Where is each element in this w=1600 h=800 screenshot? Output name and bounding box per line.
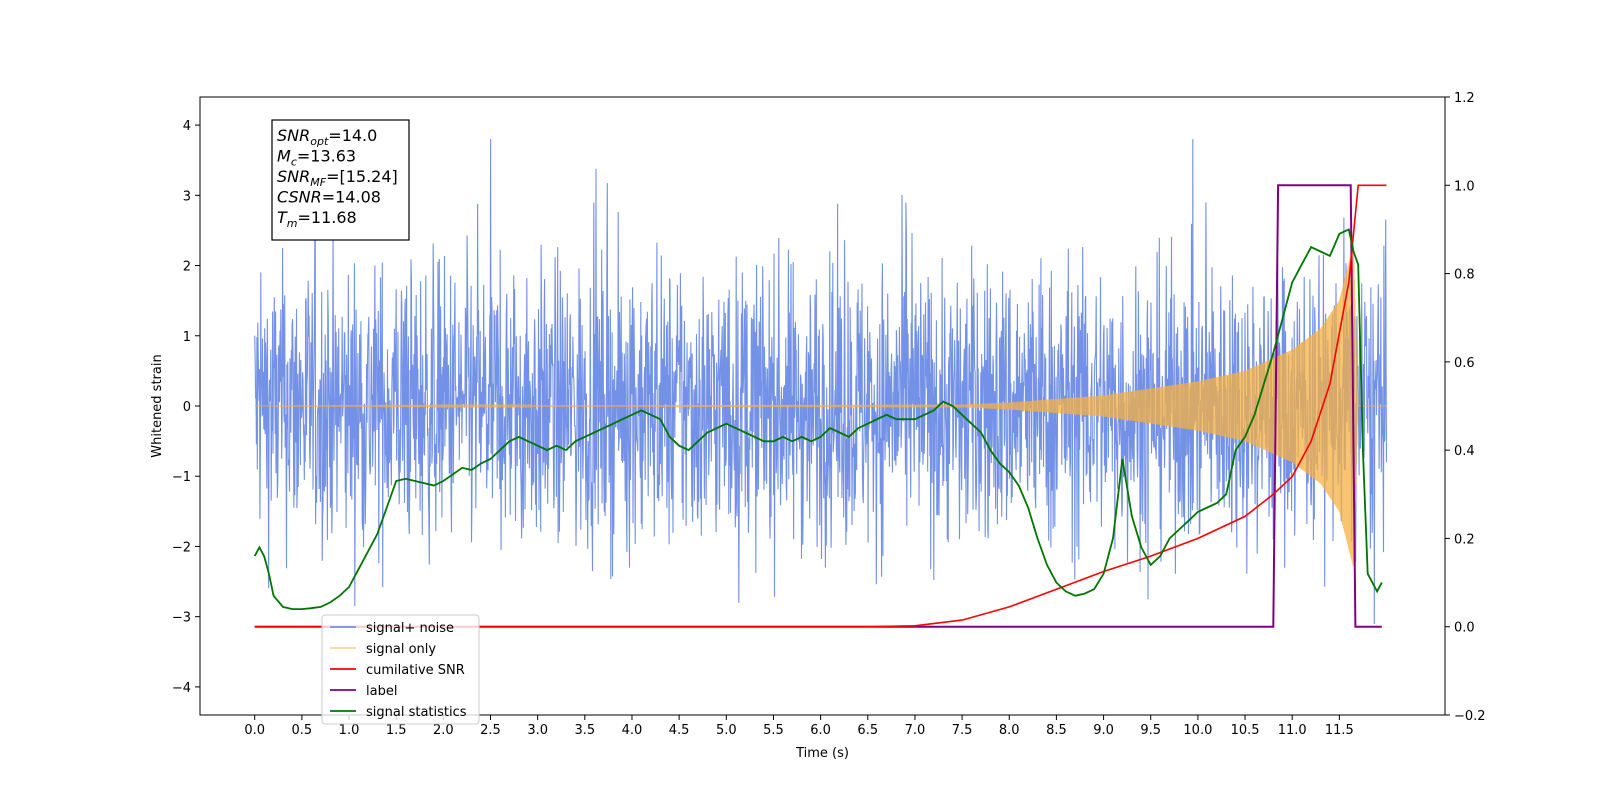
y-left-tick-label: 0 <box>183 400 191 415</box>
x-tick-label: 5.0 <box>716 723 737 738</box>
legend-label: signal only <box>366 642 436 657</box>
series-label <box>254 184 1382 628</box>
x-tick-label: 2.5 <box>480 723 501 738</box>
y-left-tick-label: −3 <box>172 611 191 626</box>
x-tick-label: 10.0 <box>1183 723 1212 738</box>
y-left-tick-label: −1 <box>172 470 191 485</box>
x-tick-label: 6.0 <box>810 723 831 738</box>
x-tick-label: 0.5 <box>292 723 313 738</box>
y-right-tick-label: 0.4 <box>1454 444 1475 459</box>
y-left-tick-label: −2 <box>172 540 191 555</box>
x-tick-label: 0.0 <box>244 723 265 738</box>
legend-label: label <box>366 684 397 699</box>
y-left-tick-label: 4 <box>183 119 191 134</box>
x-tick-label: 11.5 <box>1325 723 1354 738</box>
x-tick-label: 1.5 <box>386 723 407 738</box>
stats-annotation-box: SNRopt=14.0Mc=13.63SNRMF=[15.24]CSNR=14.… <box>271 119 410 241</box>
series-signal-statistics <box>253 228 1383 610</box>
axes-layer: 0.0 0.5 1.0 1.5 2.0 2.5 3.0 3.5 4.0 4.5 5.0 5.5 6.0 6… <box>172 91 1486 738</box>
y-right-tick-label: 0.2 <box>1454 532 1475 547</box>
legend: signal+ noise signal only cumilative SNR la… <box>321 614 480 725</box>
x-tick-label: 5.5 <box>763 723 784 738</box>
x-tick-label: 4.5 <box>669 723 690 738</box>
x-tick-label: 9.0 <box>1093 723 1114 738</box>
legend-frame <box>321 614 480 725</box>
x-tick-label: 8.5 <box>1046 723 1067 738</box>
x-axis-label: Time (s) <box>795 746 849 761</box>
y-axis-label: Whitened strain <box>150 354 165 457</box>
y-right-tick-label: 1.2 <box>1454 91 1475 106</box>
series-cumulative-snr <box>254 184 1387 628</box>
series-layer <box>253 139 1388 628</box>
y-right-tick-label: 0.0 <box>1454 621 1475 636</box>
legend-label: cumilative SNR <box>366 663 465 678</box>
x-tick-label: 3.5 <box>574 723 595 738</box>
x-tick-label: 4.0 <box>622 723 643 738</box>
x-tick-label: 11.0 <box>1278 723 1307 738</box>
series-signal-only <box>254 244 1387 567</box>
y-right-tick-label: 0.8 <box>1454 268 1475 283</box>
annotation-line: SNRopt=14.0 <box>277 126 377 148</box>
y-right-tick-label: 0.6 <box>1454 356 1475 371</box>
y-left-tick-label: −4 <box>172 681 191 696</box>
annotation-line: SNRMF=[15.24] <box>277 167 398 189</box>
x-tick-label: 7.5 <box>952 723 973 738</box>
y-right-tick-label: −0.2 <box>1454 709 1486 724</box>
x-tick-label: 9.5 <box>1140 723 1161 738</box>
annotation-line: CSNR=14.08 <box>277 188 381 207</box>
annotation-line: Tm=11.68 <box>277 208 357 230</box>
x-tick-label: 3.0 <box>527 723 548 738</box>
x-tick-label: 10.5 <box>1231 723 1260 738</box>
x-tick-label: 7.0 <box>905 723 926 738</box>
x-tick-label: 1.0 <box>339 723 360 738</box>
legend-label: signal+ noise <box>366 621 454 636</box>
x-tick-label: 6.5 <box>857 723 878 738</box>
annotation-line: Mc=13.63 <box>277 147 356 169</box>
x-tick-label: 8.0 <box>999 723 1020 738</box>
y-left-tick-label: 2 <box>183 260 191 275</box>
y-left-tick-label: 3 <box>183 189 191 204</box>
annotation-frame <box>271 119 410 241</box>
x-tick-label: 2.0 <box>433 723 454 738</box>
y-left-tick-label: 1 <box>183 330 191 345</box>
legend-label: signal statistics <box>366 705 467 720</box>
y-right-tick-label: 1.0 <box>1454 179 1475 194</box>
